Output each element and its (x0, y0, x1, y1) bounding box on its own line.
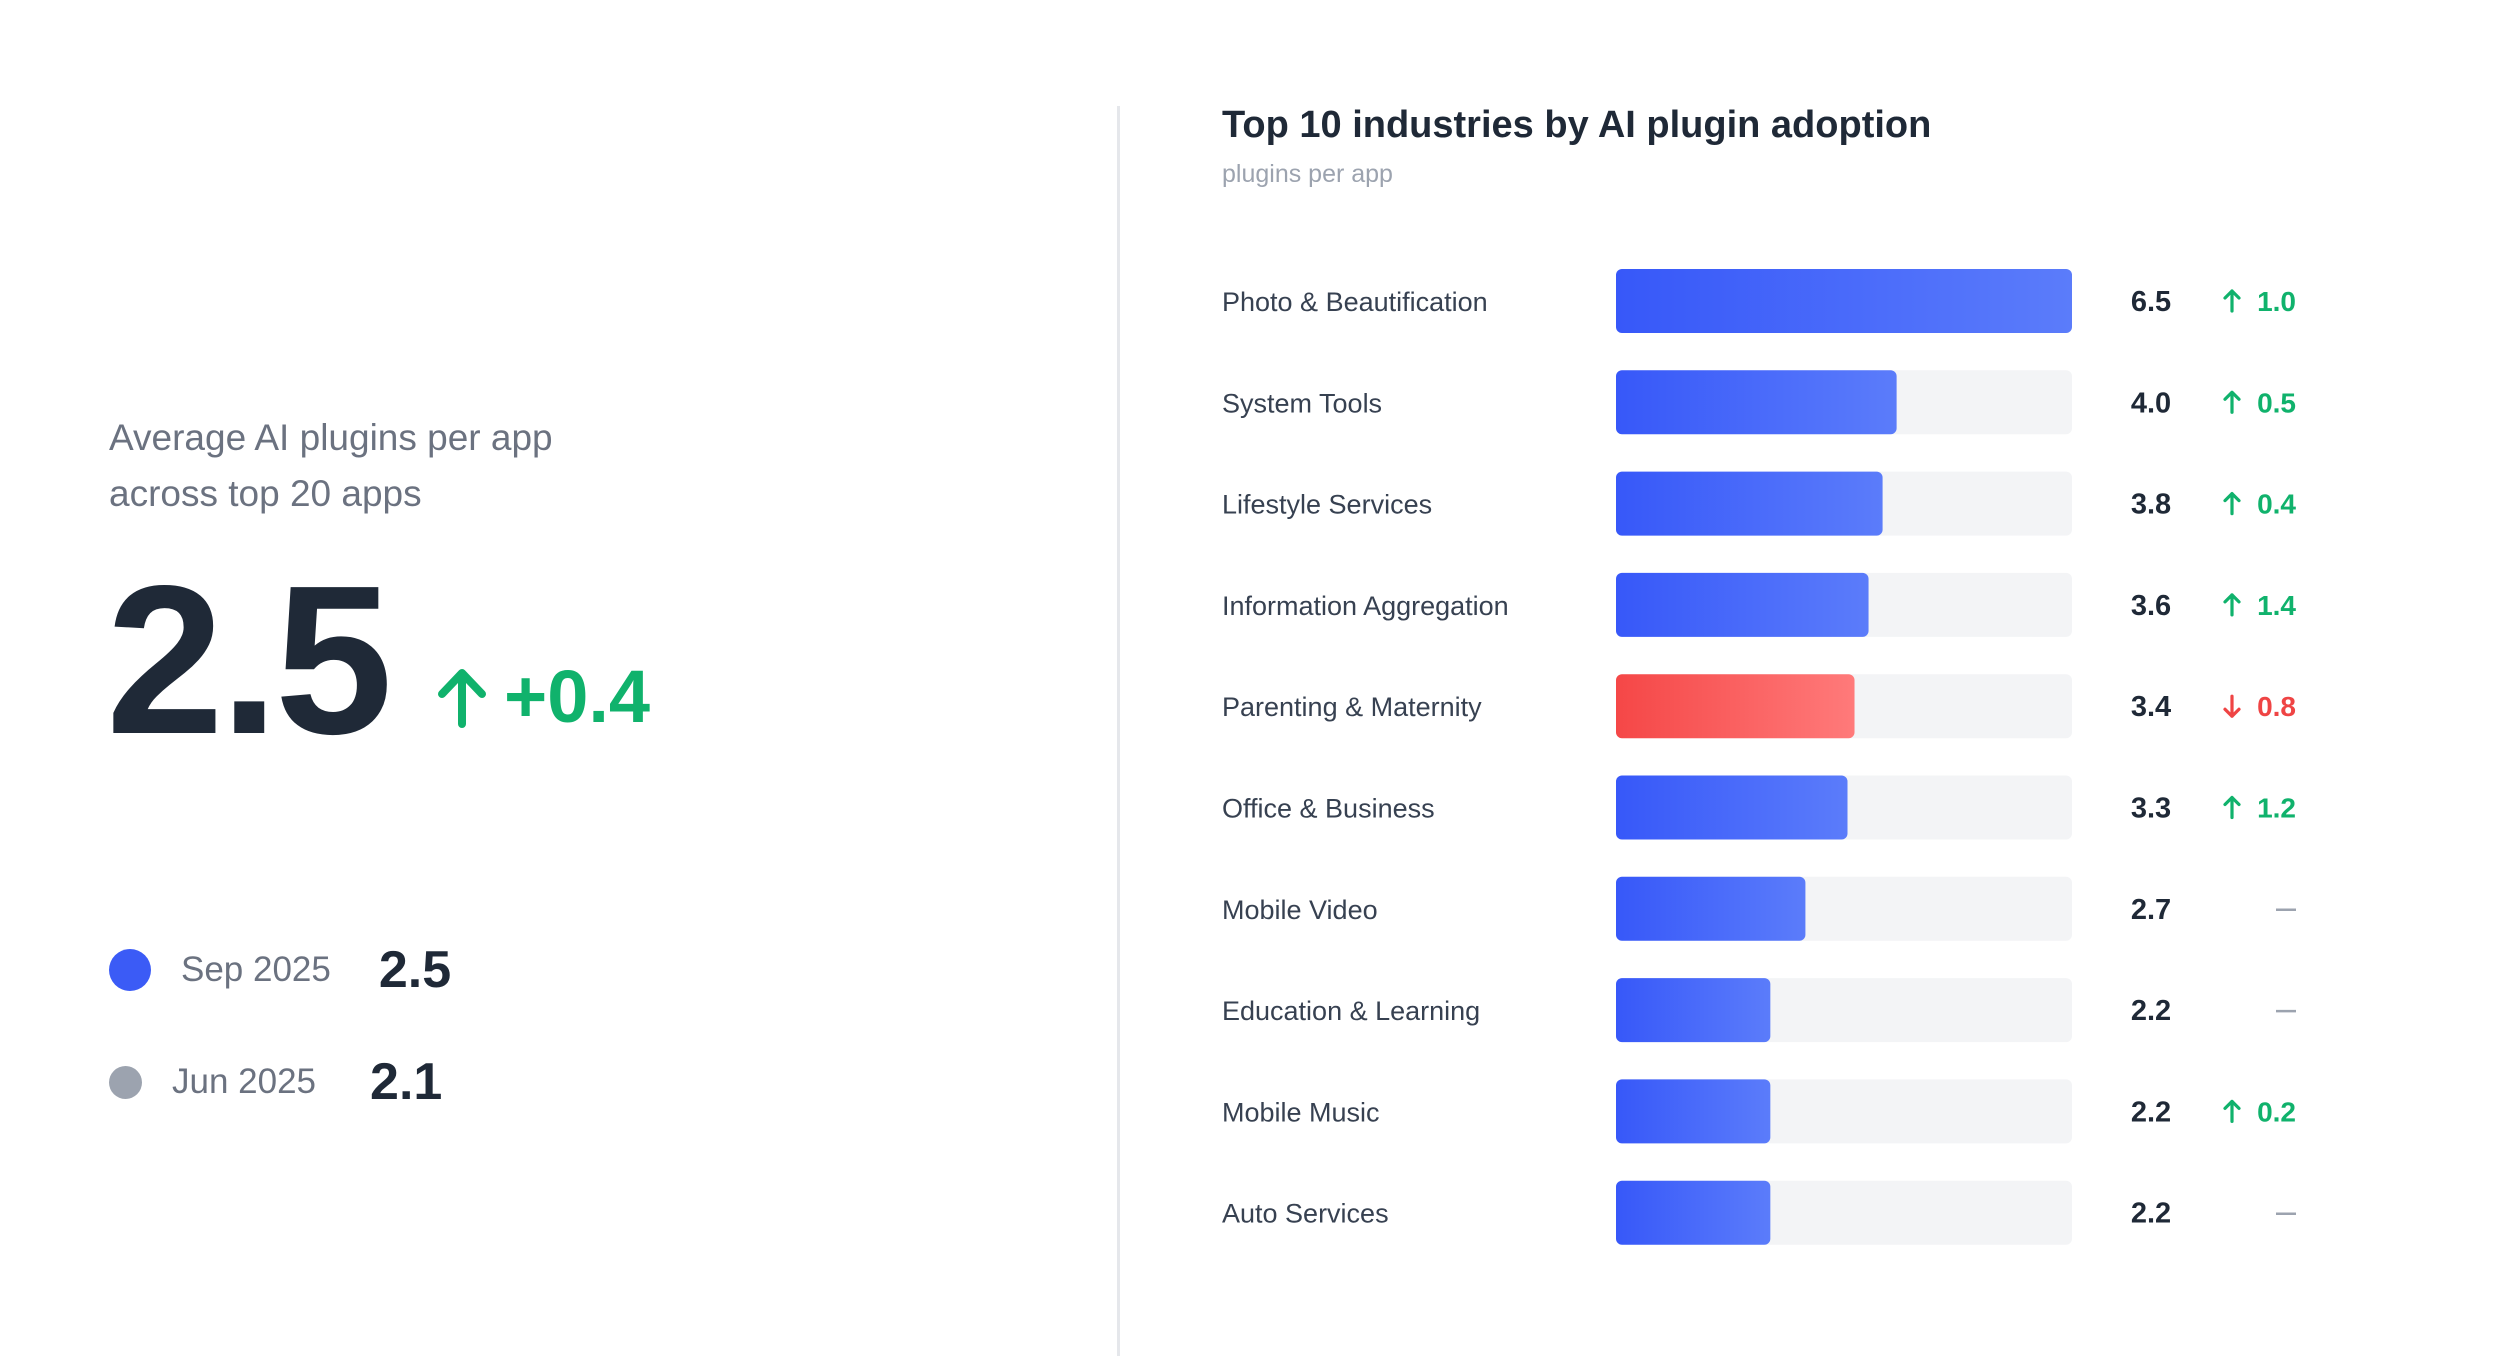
bar (1616, 269, 2072, 333)
bar-row: Lifestyle Services 3.8 0.4 (1222, 471, 2296, 536)
value-label: 2.2 (2131, 1096, 2171, 1128)
category-label: Office & Business (1222, 794, 1435, 824)
change-value: 0.8 (2257, 691, 2296, 722)
bar-row: Mobile Music 2.2 0.2 (1222, 1079, 2296, 1144)
kpi-value: 2.5 (106, 541, 393, 778)
value-label: 2.2 (2131, 1198, 2171, 1230)
legend-value-previous: 2.1 (370, 1053, 443, 1111)
chart-rows: Photo & Beautification 6.5 1.0 System Tools… (1222, 269, 2296, 1245)
value-label: 3.8 (2131, 489, 2171, 521)
chart-title: Top 10 industries by AI plugin adoption (1222, 104, 1932, 146)
category-label: Mobile Video (1222, 895, 1378, 925)
bar (1616, 471, 1883, 536)
legend-item-current: Sep 2025 2.5 (109, 940, 451, 1000)
panel-divider (1117, 106, 1120, 1356)
arrow-up-icon (2223, 593, 2241, 617)
legend-period-previous: Jun 2025 (172, 1062, 317, 1101)
category-label: Education & Learning (1222, 996, 1480, 1026)
change-value: 1.4 (2257, 590, 2296, 621)
value-label: 6.5 (2131, 286, 2171, 318)
bar-row: Photo & Beautification 6.5 1.0 (1222, 269, 2296, 333)
bar (1616, 775, 1848, 840)
legend-value-current: 2.5 (378, 941, 452, 999)
arrow-up-icon (2223, 289, 2241, 313)
change-value: 0.5 (2257, 387, 2296, 418)
kpi-caption-line2: across top 20 apps (109, 473, 422, 514)
bar (1616, 674, 1855, 739)
bar-row: Information Aggregation 3.6 1.4 (1222, 572, 2296, 637)
legend-period-current: Sep 2025 (181, 950, 331, 989)
kpi-delta: +0.4 (436, 652, 650, 742)
chart-subtitle: plugins per app (1222, 160, 1393, 188)
bar-row: Auto Services 2.2 (1222, 1180, 2296, 1245)
bar (1616, 1079, 1771, 1144)
legend-dot-current (109, 949, 151, 991)
legend-item-previous: Jun 2025 2.1 (109, 1052, 442, 1112)
category-label: Parenting & Maternity (1222, 692, 1482, 722)
legend-dot-previous (109, 1065, 142, 1099)
bar (1616, 370, 1897, 435)
bar (1616, 572, 1869, 637)
value-label: 3.4 (2131, 691, 2171, 723)
arrow-up-icon (2223, 795, 2241, 820)
arrow-up-icon (436, 666, 488, 728)
change-value: 1.0 (2257, 286, 2296, 317)
change-value: 1.2 (2257, 793, 2296, 824)
category-label: Photo & Beautification (1222, 287, 1488, 317)
arrow-up-icon (2223, 492, 2241, 516)
bar-row: Parenting & Maternity 3.4 0.8 (1222, 674, 2296, 739)
value-label: 4.0 (2131, 387, 2171, 419)
bar (1616, 876, 1806, 941)
arrow-up-icon (2223, 390, 2241, 414)
kpi-delta-value: +0.4 (504, 655, 651, 738)
category-label: Auto Services (1222, 1199, 1389, 1229)
bar-row: Education & Learning 2.2 (1222, 978, 2296, 1043)
bar (1616, 1180, 1771, 1245)
arrow-up-icon (2223, 1099, 2241, 1123)
value-label: 2.2 (2131, 995, 2171, 1027)
category-label: Mobile Music (1222, 1097, 1380, 1127)
bar (1616, 978, 1771, 1043)
category-label: Information Aggregation (1222, 591, 1509, 621)
value-label: 3.3 (2131, 793, 2171, 825)
category-label: Lifestyle Services (1222, 490, 1432, 520)
change-value: 0.4 (2257, 489, 2296, 520)
bar-row: Mobile Video 2.7 (1222, 876, 2296, 941)
change-value: 0.2 (2257, 1096, 2296, 1127)
kpi-caption-line1: Average AI plugins per app (109, 417, 553, 458)
value-label: 2.7 (2131, 894, 2171, 926)
kpi-caption: Average AI plugins per app across top 20… (109, 410, 809, 522)
category-label: System Tools (1222, 388, 1382, 418)
arrow-down-icon (2223, 694, 2241, 718)
bar-row: System Tools 4.0 0.5 (1222, 370, 2296, 435)
bar-row: Office & Business 3.3 1.2 (1222, 775, 2296, 840)
value-label: 3.6 (2131, 590, 2171, 622)
